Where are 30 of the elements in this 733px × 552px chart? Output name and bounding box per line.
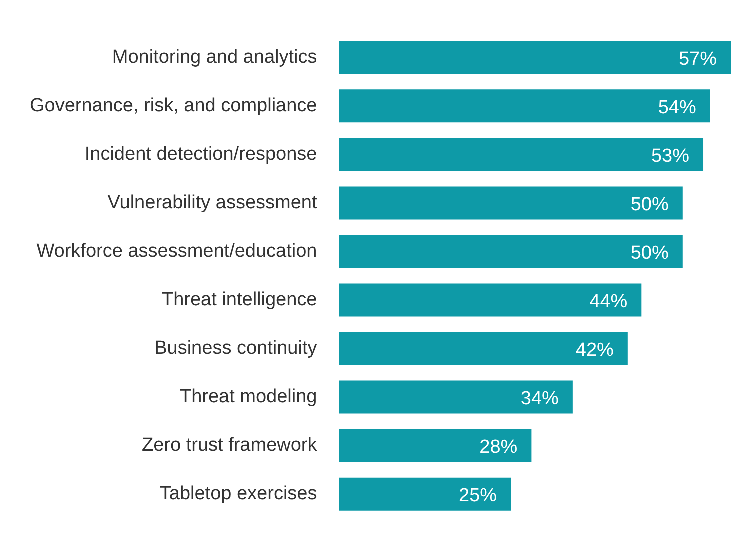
data-label: 34% [520,388,560,410]
data-label: 42% [576,340,614,362]
data-label: 28% [480,437,518,458]
bar [339,186,683,220]
y-tick-label: Governance, risk, and compliance [30,95,318,116]
data-label: 53% [651,146,690,167]
y-tick-label: Incident detection/response [84,144,318,165]
data-label: 44% [590,291,628,312]
data-label: 50% [630,242,669,264]
y-tick-label: Monitoring and analytics [112,46,318,68]
data-label: 57% [678,48,718,70]
bar [339,429,532,462]
bar [339,138,704,172]
y-tick-label: Zero trust framework [142,435,318,456]
data-label: 50% [630,194,669,216]
bar [339,41,731,74]
y-tick-label: Threat intelligence [162,289,318,310]
bar [339,284,642,317]
data-label: 54% [658,97,696,118]
data-label: 25% [459,486,498,507]
y-tick-label: Workforce assessment/education [36,240,318,262]
bar [339,332,628,366]
y-tick-label: Tabletop exercises [160,484,318,505]
bar [339,478,512,511]
y-tick-label: Business continuity [154,338,318,360]
bar [339,380,573,414]
bar [339,235,683,268]
y-tick-label: Threat modeling [180,386,318,408]
bar [339,90,710,123]
y-tick-label: Vulnerability assessment [108,192,318,214]
